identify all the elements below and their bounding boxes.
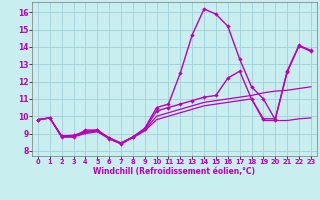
X-axis label: Windchill (Refroidissement éolien,°C): Windchill (Refroidissement éolien,°C) [93, 167, 255, 176]
